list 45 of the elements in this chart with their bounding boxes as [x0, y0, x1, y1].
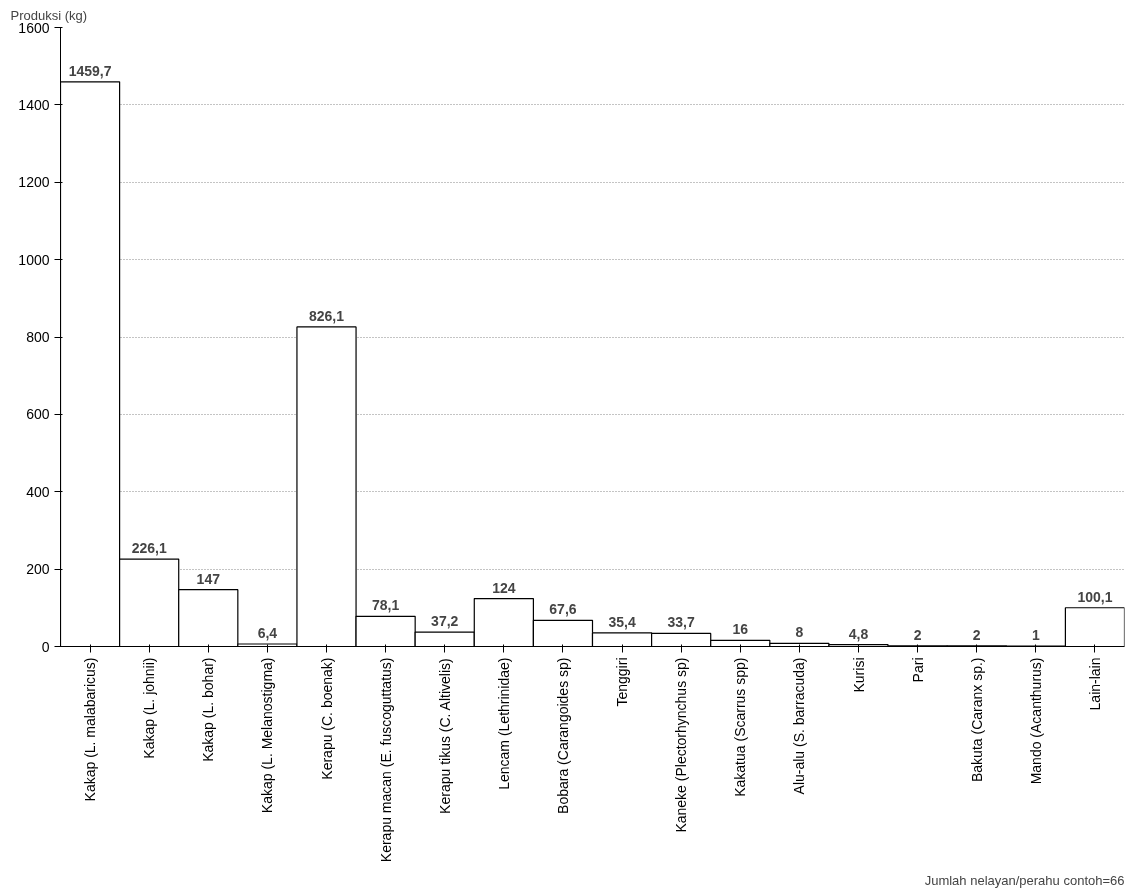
- y-tick-label: 600: [26, 406, 50, 423]
- x-tick-label: Pari: [909, 657, 926, 683]
- x-tick-label: Lain-lain: [1086, 657, 1103, 711]
- data-label: 826,1: [308, 307, 345, 324]
- x-tick-label: Bobara (Carangoides sp): [554, 657, 571, 814]
- data-label: 4,8: [848, 625, 869, 642]
- x-tick-label: Kakap (L. johnii): [141, 657, 158, 759]
- x-tick-label: Kakap (L. bohar): [200, 657, 217, 762]
- y-tick-label: 800: [26, 329, 50, 345]
- data-label: 37,2: [431, 613, 459, 630]
- data-label: 16: [732, 621, 749, 638]
- y-tick-label: 1000: [18, 251, 50, 268]
- y-tick-label: 200: [26, 561, 50, 578]
- y-tick-label: 0: [41, 638, 50, 655]
- x-tick-label: Kerapu macan (E. fuscoguttatus): [377, 657, 394, 863]
- x-tick-label: Lencam (Lethrinidae): [495, 657, 512, 790]
- y-tick-label: 1200: [18, 174, 50, 191]
- data-label: 78,1: [371, 597, 400, 614]
- x-tick-label: Kakatua (Scarrus spp): [732, 657, 749, 797]
- data-label: 100,1: [1077, 588, 1113, 605]
- data-label: 1: [1031, 627, 1040, 644]
- x-tick-label: Kaneke (Plectorhynchus sp): [673, 657, 690, 833]
- data-label: 1459,7: [68, 62, 112, 79]
- data-label: 33,7: [667, 614, 695, 631]
- x-tick-label: Bakuta (Caranx sp.): [968, 657, 985, 782]
- data-label: 147: [196, 570, 221, 587]
- x-tick-label: Kakap (L. malabaricus): [82, 657, 99, 802]
- data-label: 6,4: [257, 625, 278, 642]
- y-tick-label: 400: [26, 483, 50, 500]
- x-tick-label: Mando (Acanthurus): [1027, 657, 1044, 785]
- data-label: 124: [492, 579, 516, 596]
- x-tick-label: Kakap (L. Melanostigma): [259, 657, 276, 814]
- x-tick-label: Kurisi: [850, 657, 867, 693]
- y-tick-label: 1400: [18, 96, 50, 113]
- data-label: 67,6: [549, 601, 577, 618]
- x-tick-label: Tenggiri: [614, 657, 631, 707]
- data-label: 2: [913, 626, 922, 643]
- x-tick-label: Kerapu tikus (C. Altivelis): [436, 658, 453, 814]
- x-tick-label: Kerapu (C. boenak): [318, 657, 335, 780]
- data-label: 226,1: [131, 540, 167, 557]
- text: Jumlah nelayan/perahu contoh=66: [924, 872, 1125, 888]
- data-label: 35,4: [608, 613, 636, 630]
- data-label: 8: [795, 624, 804, 641]
- data-label: 2: [972, 626, 981, 643]
- x-tick-label: Alu-alu (S. barracuda): [791, 657, 808, 795]
